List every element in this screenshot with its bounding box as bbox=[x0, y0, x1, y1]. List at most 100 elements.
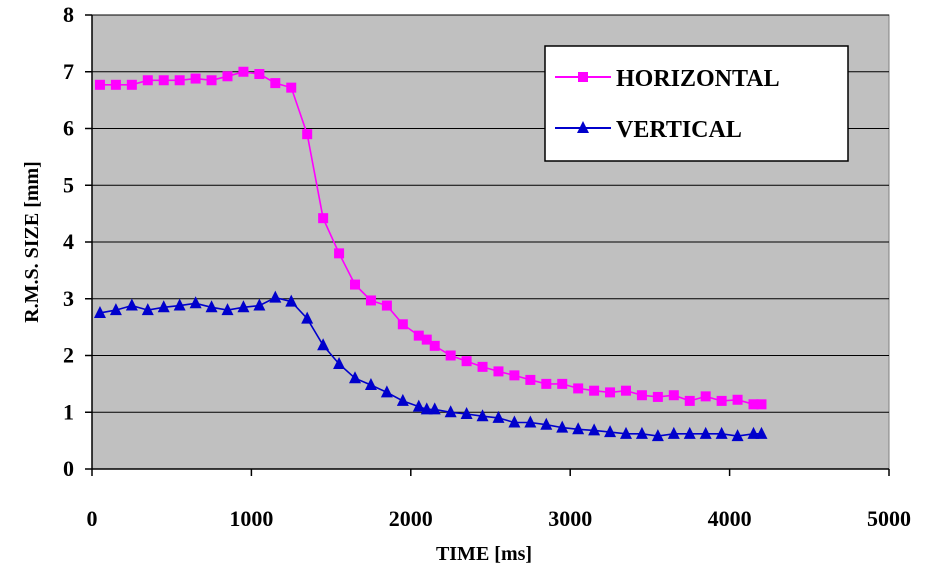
data-point-horizontal bbox=[413, 330, 424, 341]
data-point-horizontal bbox=[716, 395, 727, 406]
data-point-horizontal bbox=[190, 73, 201, 84]
data-point-horizontal bbox=[421, 334, 432, 345]
x-tick-label: 4000 bbox=[708, 506, 752, 531]
data-point-vertical bbox=[420, 402, 433, 415]
data-point-vertical bbox=[572, 422, 585, 435]
data-point-horizontal bbox=[286, 82, 297, 93]
data-point-vertical bbox=[93, 305, 106, 318]
data-point-vertical bbox=[747, 426, 760, 439]
data-point-horizontal bbox=[238, 66, 249, 77]
data-point-vertical bbox=[396, 393, 409, 406]
data-point-horizontal bbox=[605, 387, 616, 398]
data-point-vertical bbox=[540, 417, 553, 430]
data-point-vertical bbox=[755, 426, 768, 439]
data-point-vertical bbox=[157, 300, 170, 313]
x-tick-label: 5000 bbox=[867, 506, 911, 531]
data-point-horizontal bbox=[652, 391, 663, 402]
data-point-vertical bbox=[651, 429, 664, 442]
data-point-horizontal bbox=[636, 390, 647, 401]
data-point-vertical bbox=[269, 290, 282, 303]
y-tick-label: 5 bbox=[63, 172, 74, 197]
data-point-horizontal bbox=[573, 383, 584, 394]
data-point-horizontal bbox=[509, 370, 520, 381]
data-point-horizontal bbox=[94, 79, 105, 90]
data-point-vertical bbox=[221, 303, 234, 316]
data-point-vertical bbox=[444, 405, 457, 418]
data-point-vertical bbox=[109, 303, 122, 316]
data-point-vertical bbox=[333, 357, 346, 370]
data-point-vertical bbox=[364, 378, 377, 391]
data-point-vertical bbox=[635, 426, 648, 439]
data-point-vertical bbox=[715, 426, 728, 439]
data-point-vertical bbox=[476, 409, 489, 422]
data-point-horizontal bbox=[365, 295, 376, 306]
data-point-horizontal bbox=[254, 69, 265, 80]
y-tick-label: 2 bbox=[63, 343, 74, 368]
y-axis-label: R.M.S. SIZE [mm] bbox=[21, 161, 43, 323]
tick-labels: 0 1 2 3 4 5 6 7 8 0 1000 2000 3000 4000 5000 bbox=[63, 2, 911, 531]
data-point-horizontal bbox=[222, 71, 233, 82]
data-point-vertical bbox=[731, 429, 744, 442]
data-point-horizontal bbox=[174, 75, 185, 86]
legend-marker-vertical bbox=[577, 121, 589, 133]
x-axis-label: TIME [ms] bbox=[436, 543, 532, 565]
data-point-horizontal bbox=[126, 79, 137, 90]
data-point-horizontal bbox=[700, 391, 711, 402]
data-point-vertical bbox=[237, 300, 250, 313]
data-point-vertical bbox=[492, 410, 505, 423]
data-point-vertical bbox=[285, 294, 298, 307]
data-point-horizontal bbox=[589, 385, 600, 396]
data-point-horizontal bbox=[756, 399, 767, 410]
data-point-horizontal bbox=[461, 356, 472, 367]
data-point-horizontal bbox=[445, 350, 456, 361]
legend-box bbox=[544, 45, 849, 162]
data-point-vertical bbox=[508, 415, 521, 428]
data-point-vertical bbox=[604, 425, 617, 438]
data-point-vertical bbox=[301, 311, 314, 324]
data-point-horizontal bbox=[318, 213, 329, 224]
data-point-vertical bbox=[556, 420, 569, 433]
data-point-horizontal bbox=[620, 385, 631, 396]
legend-label-horizontal: HORIZONTAL bbox=[616, 66, 780, 92]
data-point-horizontal bbox=[302, 129, 313, 140]
data-point-vertical bbox=[412, 399, 425, 412]
data-point-horizontal bbox=[350, 279, 361, 290]
data-point-vertical bbox=[317, 338, 330, 351]
data-point-horizontal bbox=[541, 378, 552, 389]
data-point-horizontal bbox=[206, 75, 217, 86]
data-point-horizontal bbox=[334, 248, 345, 259]
data-point-vertical bbox=[253, 298, 266, 311]
x-tick-label: 0 bbox=[87, 506, 98, 531]
data-point-vertical bbox=[349, 371, 362, 384]
data-point-vertical bbox=[619, 426, 632, 439]
y-tick-label: 6 bbox=[63, 116, 74, 141]
legend: HORIZONTAL VERTICAL bbox=[544, 45, 849, 162]
data-point-horizontal bbox=[557, 378, 568, 389]
data-point-vertical bbox=[524, 415, 537, 428]
tick-marks bbox=[85, 14, 890, 476]
data-point-vertical bbox=[189, 296, 202, 309]
legend-label-vertical: VERTICAL bbox=[616, 117, 742, 143]
data-point-vertical bbox=[667, 426, 680, 439]
data-point-vertical bbox=[428, 402, 441, 415]
data-point-horizontal bbox=[477, 361, 488, 372]
data-point-vertical bbox=[173, 298, 186, 311]
data-point-horizontal bbox=[381, 300, 392, 311]
data-point-horizontal bbox=[684, 395, 695, 406]
data-point-vertical bbox=[699, 426, 712, 439]
y-tick-label: 1 bbox=[63, 399, 74, 424]
y-tick-label: 0 bbox=[63, 456, 74, 481]
x-tick-label: 3000 bbox=[548, 506, 592, 531]
y-tick-label: 8 bbox=[63, 2, 74, 27]
x-tick-label: 2000 bbox=[389, 506, 433, 531]
data-point-vertical bbox=[460, 406, 473, 419]
data-point-horizontal bbox=[270, 78, 281, 89]
data-point-horizontal bbox=[668, 390, 679, 401]
y-tick-label: 3 bbox=[63, 286, 74, 311]
data-point-vertical bbox=[588, 423, 601, 436]
data-point-vertical bbox=[141, 303, 154, 316]
data-point-horizontal bbox=[493, 366, 504, 377]
data-point-horizontal bbox=[429, 340, 440, 351]
y-tick-label: 4 bbox=[63, 229, 74, 254]
